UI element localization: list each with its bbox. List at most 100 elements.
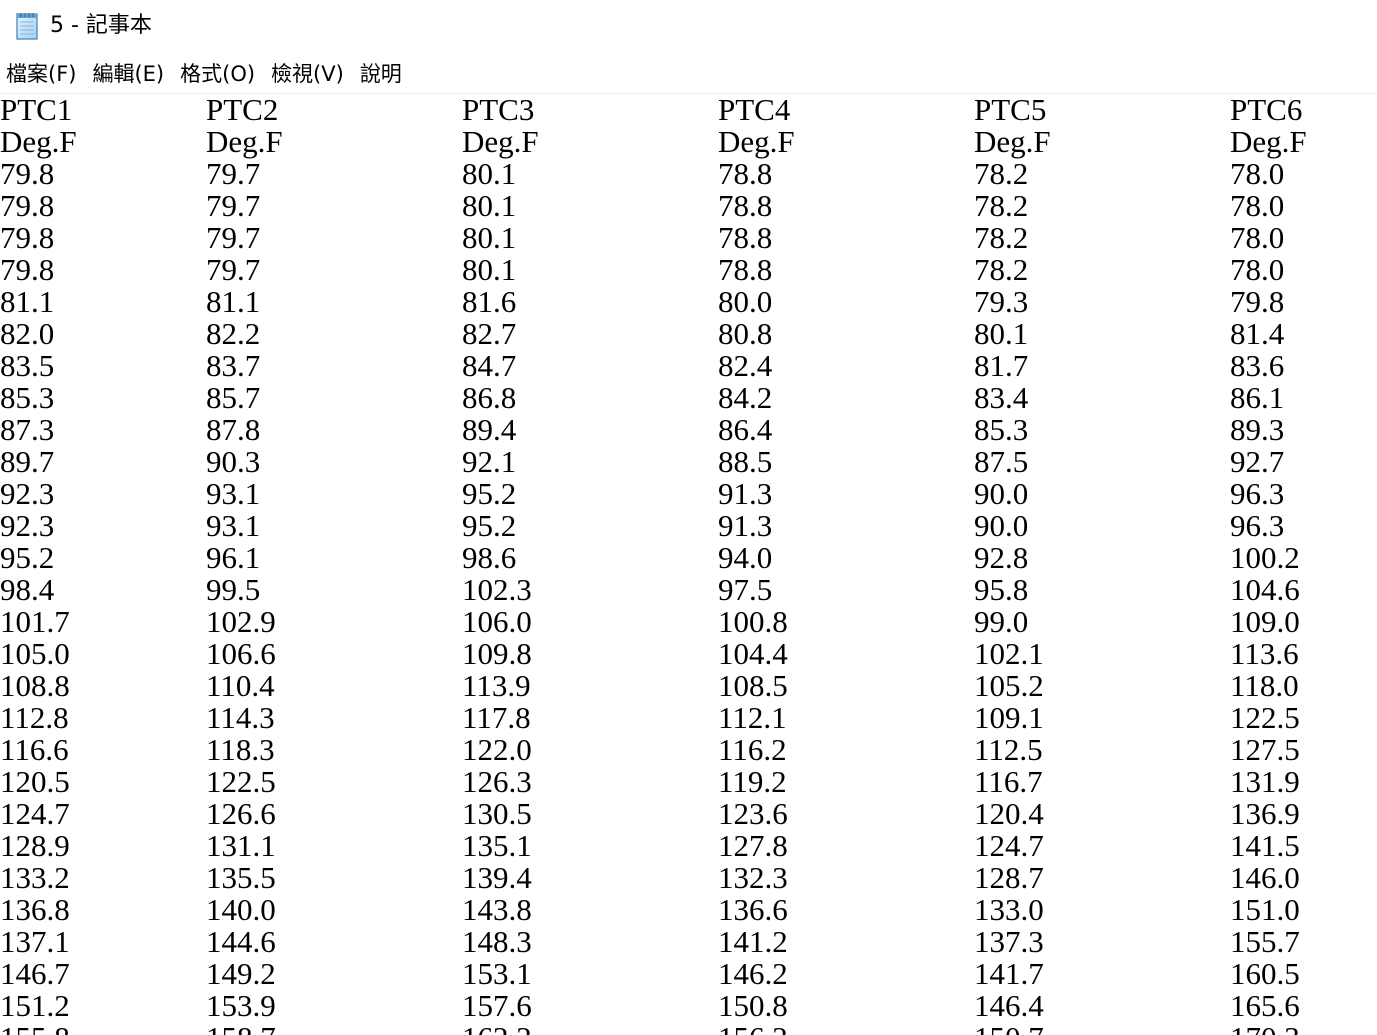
data-cell: 153.9 (206, 988, 276, 1023)
data-cell: 141.7 (974, 956, 1044, 991)
data-cell: 97.5 (718, 572, 773, 607)
data-cell: 91.3 (718, 508, 773, 543)
data-cell: 87.3 (0, 412, 55, 447)
data-cell: 116.7 (974, 764, 1043, 799)
data-cell: 84.2 (718, 380, 773, 415)
data-cell: 96.3 (1230, 508, 1285, 543)
data-cell: 131.9 (1230, 764, 1300, 799)
data-cell: 80.1 (462, 156, 517, 191)
data-cell: 136.6 (718, 892, 788, 927)
data-cell: 92.3 (0, 476, 55, 511)
data-cell: 92.3 (0, 508, 55, 543)
data-cell: 79.7 (206, 156, 261, 191)
menu-help[interactable]: 說明 (359, 62, 402, 86)
data-cell: 139.4 (462, 860, 532, 895)
data-cell: 131.1 (206, 828, 276, 863)
data-cell: 106.0 (462, 604, 532, 639)
data-cell: 118.3 (206, 732, 275, 767)
data-cell: 108.8 (0, 668, 70, 703)
data-row: 82.0 82.2 82.7 80.8 80.1 81.4 (0, 318, 1377, 350)
data-cell: 81.7 (974, 348, 1029, 383)
data-cell: 150.7 (974, 1022, 1044, 1035)
menu-format[interactable]: 格式(O) (180, 62, 256, 86)
unit-label: Deg.F (974, 124, 1051, 159)
data-cell: 82.4 (718, 348, 773, 383)
data-row: 79.8 79.7 80.1 78.8 78.2 78.0 (0, 222, 1377, 254)
data-row: 116.6 118.3 122.0 116.2 112.5 127.5 (0, 734, 1377, 766)
data-cell: 85.3 (974, 412, 1029, 447)
unit-label: Deg.F (206, 124, 283, 159)
menu-edit[interactable]: 編輯(E) (92, 62, 165, 86)
data-cell: 83.4 (974, 380, 1029, 415)
data-row: 136.8 140.0 143.8 136.6 133.0 151.0 (0, 894, 1377, 926)
data-cell: 80.1 (462, 220, 517, 255)
data-cell: 123.6 (718, 796, 788, 831)
data-cell: 92.1 (462, 444, 517, 479)
data-cell: 155.8 (0, 1022, 70, 1035)
data-row: 146.7 149.2 153.1 146.2 141.7 160.5 (0, 958, 1377, 990)
data-cell: 98.6 (462, 540, 517, 575)
data-cell: 83.6 (1230, 348, 1285, 383)
data-cell: 122.5 (206, 764, 276, 799)
document-text: PTC1 PTC2 PTC3 PTC4 PTC5 PTC6 Deg.F Deg.… (0, 94, 1377, 1035)
data-cell: 82.7 (462, 316, 517, 351)
title-bar[interactable]: 5 - 記事本 (0, 0, 1377, 52)
data-cell: 109.0 (1230, 604, 1300, 639)
menu-view[interactable]: 檢視(V) (271, 62, 344, 86)
data-cell: 128.9 (0, 828, 70, 863)
data-cell: 122.5 (1230, 700, 1300, 735)
data-cell: 137.1 (0, 924, 70, 959)
data-cell: 120.4 (974, 796, 1044, 831)
data-row: 92.3 93.1 95.2 91.3 90.0 96.3 (0, 510, 1377, 542)
data-cell: 105.0 (0, 636, 70, 671)
data-cell: 78.2 (974, 188, 1029, 223)
data-cell: 124.7 (0, 796, 70, 831)
data-cell: 98.4 (0, 572, 55, 607)
data-cell: 81.6 (462, 284, 517, 319)
data-cell: 104.6 (1230, 572, 1300, 607)
data-cell: 136.8 (0, 892, 70, 927)
data-cell: 109.1 (974, 700, 1044, 735)
column-header: PTC6 (1230, 94, 1303, 127)
data-cell: 78.0 (1230, 156, 1285, 191)
column-header: PTC3 (462, 94, 535, 127)
data-cell: 100.2 (1230, 540, 1300, 575)
data-cell: 90.0 (974, 476, 1029, 511)
data-cell: 155.7 (1230, 924, 1300, 959)
unit-label: Deg.F (1230, 124, 1307, 159)
data-cell: 93.1 (206, 476, 261, 511)
data-cell: 133.2 (0, 860, 70, 895)
data-cell: 91.3 (718, 476, 773, 511)
data-cell: 79.7 (206, 220, 261, 255)
text-editor-area[interactable]: PTC1 PTC2 PTC3 PTC4 PTC5 PTC6 Deg.F Deg.… (0, 94, 1377, 1035)
data-cell: 160.5 (1230, 956, 1300, 991)
data-cell: 141.2 (718, 924, 788, 959)
data-row: 79.8 79.7 80.1 78.8 78.2 78.0 (0, 190, 1377, 222)
data-row: 85.3 85.7 86.8 84.2 83.4 86.1 (0, 382, 1377, 414)
data-cell: 158.7 (206, 1022, 276, 1035)
data-cell: 90.0 (974, 508, 1029, 543)
data-cell: 95.2 (462, 508, 517, 543)
data-cell: 146.2 (718, 956, 788, 991)
data-cell: 150.8 (718, 988, 788, 1023)
data-cell: 86.8 (462, 380, 517, 415)
data-cell: 132.3 (718, 860, 788, 895)
data-cell: 80.1 (462, 252, 517, 287)
data-cell: 99.0 (974, 604, 1029, 639)
menu-file[interactable]: 檔案(F) (6, 62, 77, 86)
data-cell: 165.6 (1230, 988, 1300, 1023)
data-cell: 127.5 (1230, 732, 1300, 767)
data-cell: 85.7 (206, 380, 261, 415)
column-header: PTC1 (0, 94, 73, 127)
data-cell: 143.8 (462, 892, 532, 927)
data-cell: 88.5 (718, 444, 773, 479)
data-row: 81.1 81.1 81.6 80.0 79.3 79.8 (0, 286, 1377, 318)
data-row: 155.8 158.7 162.2 156.2 150.7 170.3 (0, 1022, 1377, 1035)
unit-label: Deg.F (718, 124, 795, 159)
data-cell: 126.6 (206, 796, 276, 831)
data-cell: 79.3 (974, 284, 1029, 319)
data-cell: 82.0 (0, 316, 55, 351)
data-cell: 94.0 (718, 540, 773, 575)
data-cell: 141.5 (1230, 828, 1300, 863)
